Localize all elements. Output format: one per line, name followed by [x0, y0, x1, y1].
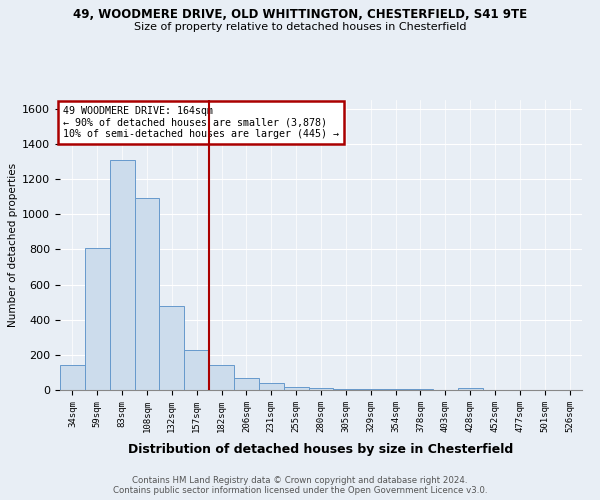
Text: 49, WOODMERE DRIVE, OLD WHITTINGTON, CHESTERFIELD, S41 9TE: 49, WOODMERE DRIVE, OLD WHITTINGTON, CHE… [73, 8, 527, 20]
Bar [284, 387, 308, 390]
Bar [259, 383, 284, 390]
Bar [458, 388, 482, 390]
Text: Contains HM Land Registry data © Crown copyright and database right 2024.
Contai: Contains HM Land Registry data © Crown c… [113, 476, 487, 495]
Text: Distribution of detached houses by size in Chesterfield: Distribution of detached houses by size … [128, 442, 514, 456]
Y-axis label: Number of detached properties: Number of detached properties [8, 163, 18, 327]
Bar [334, 389, 358, 390]
Bar [85, 248, 110, 390]
Bar [184, 350, 209, 390]
Text: Size of property relative to detached houses in Chesterfield: Size of property relative to detached ho… [134, 22, 466, 32]
Bar [209, 366, 234, 390]
Bar [60, 366, 85, 390]
Bar [110, 160, 134, 390]
Bar [234, 378, 259, 390]
Text: 49 WOODMERE DRIVE: 164sqm
← 90% of detached houses are smaller (3,878)
10% of se: 49 WOODMERE DRIVE: 164sqm ← 90% of detac… [62, 106, 338, 139]
Bar [160, 306, 184, 390]
Bar [308, 388, 334, 390]
Bar [134, 198, 160, 390]
